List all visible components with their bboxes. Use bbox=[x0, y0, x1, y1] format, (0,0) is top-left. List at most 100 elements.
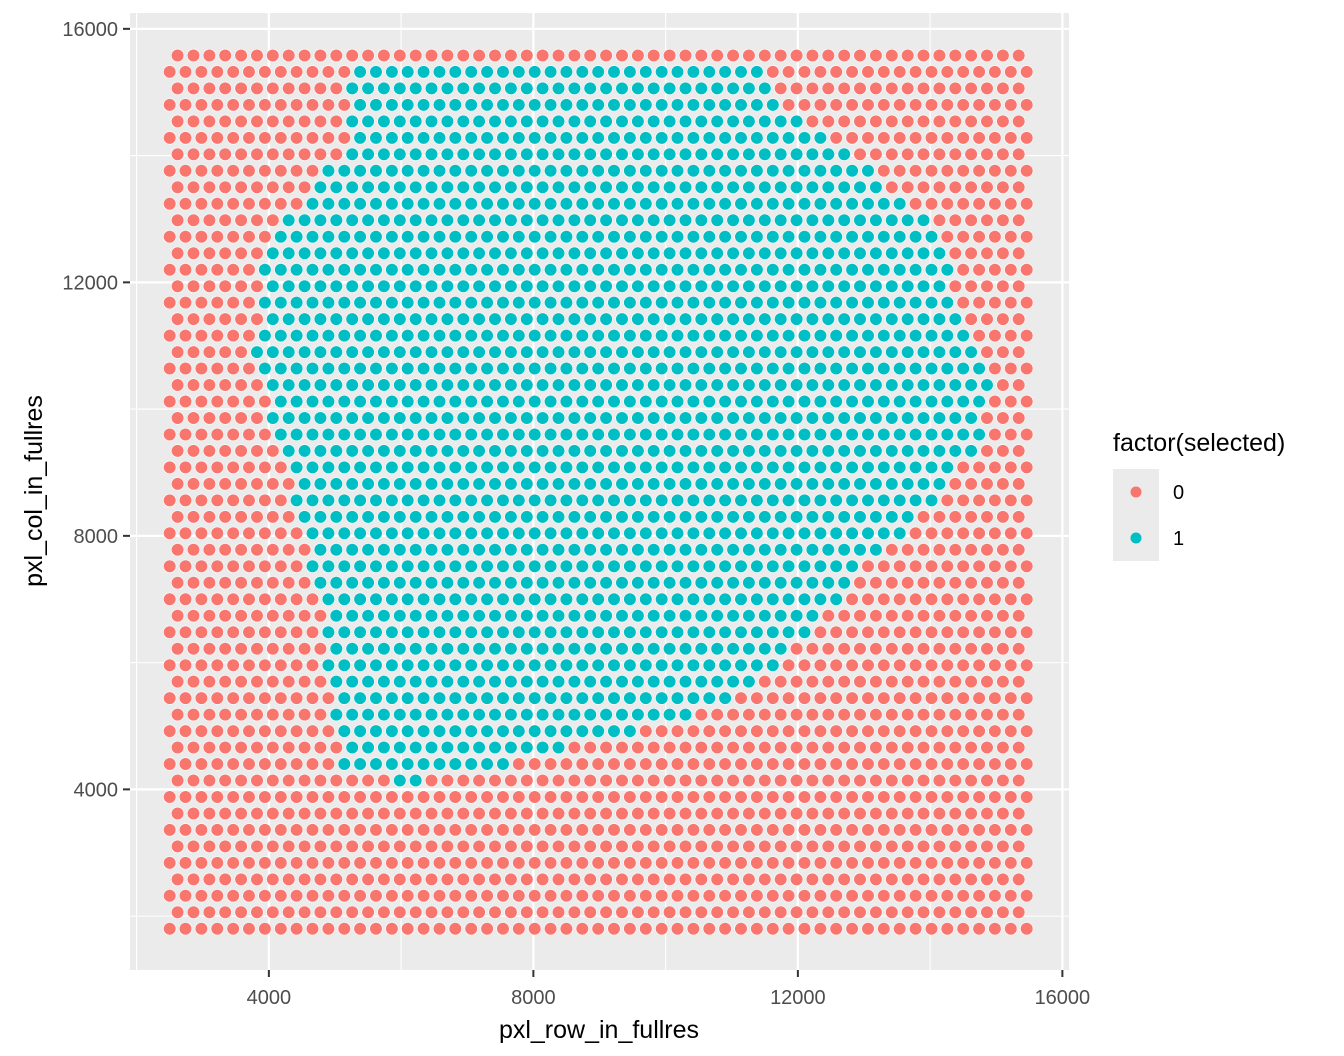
data-point bbox=[710, 477, 724, 491]
data-point bbox=[202, 312, 216, 326]
data-point bbox=[282, 411, 296, 425]
data-point bbox=[797, 757, 812, 771]
data-point bbox=[726, 707, 740, 722]
data-point bbox=[1020, 98, 1034, 112]
data-point bbox=[710, 806, 724, 821]
data-point bbox=[290, 889, 304, 903]
data-point bbox=[781, 757, 796, 771]
data-point bbox=[877, 757, 891, 771]
data-point bbox=[282, 477, 296, 491]
data-point bbox=[242, 394, 256, 409]
data-point bbox=[877, 691, 891, 705]
data-point bbox=[813, 131, 828, 145]
data-point bbox=[464, 658, 478, 672]
data-point bbox=[226, 922, 240, 936]
data-point bbox=[186, 576, 201, 590]
data-point bbox=[171, 345, 185, 359]
data-point bbox=[234, 444, 248, 458]
data-point bbox=[543, 526, 558, 540]
data-point bbox=[266, 773, 280, 788]
data-point bbox=[313, 839, 328, 854]
data-point bbox=[258, 724, 272, 738]
y-tick-label-0: 4000 bbox=[74, 779, 119, 801]
data-point bbox=[829, 460, 843, 475]
data-point bbox=[972, 263, 986, 277]
data-point bbox=[567, 510, 582, 524]
data-point bbox=[1004, 197, 1018, 211]
data-point bbox=[829, 98, 843, 112]
data-point bbox=[448, 691, 462, 705]
data-point bbox=[972, 197, 986, 211]
data-point bbox=[639, 98, 653, 112]
data-point bbox=[686, 131, 701, 145]
data-point bbox=[893, 296, 907, 310]
data-point bbox=[853, 246, 867, 260]
data-point bbox=[496, 724, 510, 738]
data-point bbox=[845, 131, 859, 145]
data-point bbox=[258, 263, 272, 277]
data-point bbox=[353, 526, 367, 540]
data-point bbox=[496, 427, 510, 442]
data-point bbox=[789, 180, 804, 194]
data-point bbox=[686, 625, 701, 639]
data-point bbox=[639, 197, 653, 211]
data-point bbox=[901, 806, 915, 821]
data-point bbox=[710, 543, 724, 557]
data-point bbox=[845, 460, 859, 475]
data-point bbox=[290, 131, 304, 145]
data-point bbox=[972, 625, 986, 639]
data-point bbox=[282, 48, 296, 63]
data-point bbox=[298, 279, 312, 293]
data-point bbox=[543, 658, 558, 672]
data-point bbox=[1012, 839, 1026, 854]
data-point bbox=[924, 329, 939, 343]
data-point bbox=[901, 740, 915, 755]
data-point bbox=[916, 378, 931, 392]
data-point bbox=[178, 922, 193, 936]
data-point bbox=[964, 213, 978, 227]
data-point bbox=[972, 559, 986, 573]
data-point bbox=[615, 674, 629, 689]
data-point bbox=[1012, 510, 1026, 524]
data-point bbox=[559, 625, 574, 639]
data-point bbox=[885, 180, 899, 194]
data-point bbox=[893, 757, 907, 771]
data-point bbox=[401, 658, 415, 672]
data-point bbox=[901, 707, 915, 722]
data-point bbox=[353, 790, 367, 804]
data-point bbox=[583, 246, 597, 260]
data-point bbox=[972, 329, 986, 343]
data-point bbox=[321, 394, 336, 409]
data-point bbox=[567, 905, 582, 919]
data-point bbox=[988, 856, 1002, 870]
data-point bbox=[789, 81, 804, 95]
data-point bbox=[797, 197, 812, 211]
data-point bbox=[599, 905, 613, 919]
data-point bbox=[551, 839, 566, 854]
data-point bbox=[837, 806, 851, 821]
data-point bbox=[726, 213, 740, 227]
data-point bbox=[456, 147, 470, 161]
data-point bbox=[535, 345, 550, 359]
data-point bbox=[329, 345, 343, 359]
data-point bbox=[567, 345, 582, 359]
data-point bbox=[186, 872, 201, 887]
data-point bbox=[409, 312, 423, 326]
data-point bbox=[948, 609, 962, 623]
data-point bbox=[337, 394, 351, 409]
data-point bbox=[171, 147, 185, 161]
data-point bbox=[805, 246, 820, 260]
data-point bbox=[472, 312, 486, 326]
data-point bbox=[877, 230, 891, 244]
data-point bbox=[417, 922, 431, 936]
data-point bbox=[178, 164, 193, 178]
data-point bbox=[321, 559, 336, 573]
data-point bbox=[528, 691, 542, 705]
data-point bbox=[305, 658, 320, 672]
data-point bbox=[409, 872, 423, 887]
data-point bbox=[520, 345, 534, 359]
data-point bbox=[528, 65, 542, 79]
data-point bbox=[282, 444, 296, 458]
data-point bbox=[774, 806, 788, 821]
data-point bbox=[202, 345, 216, 359]
